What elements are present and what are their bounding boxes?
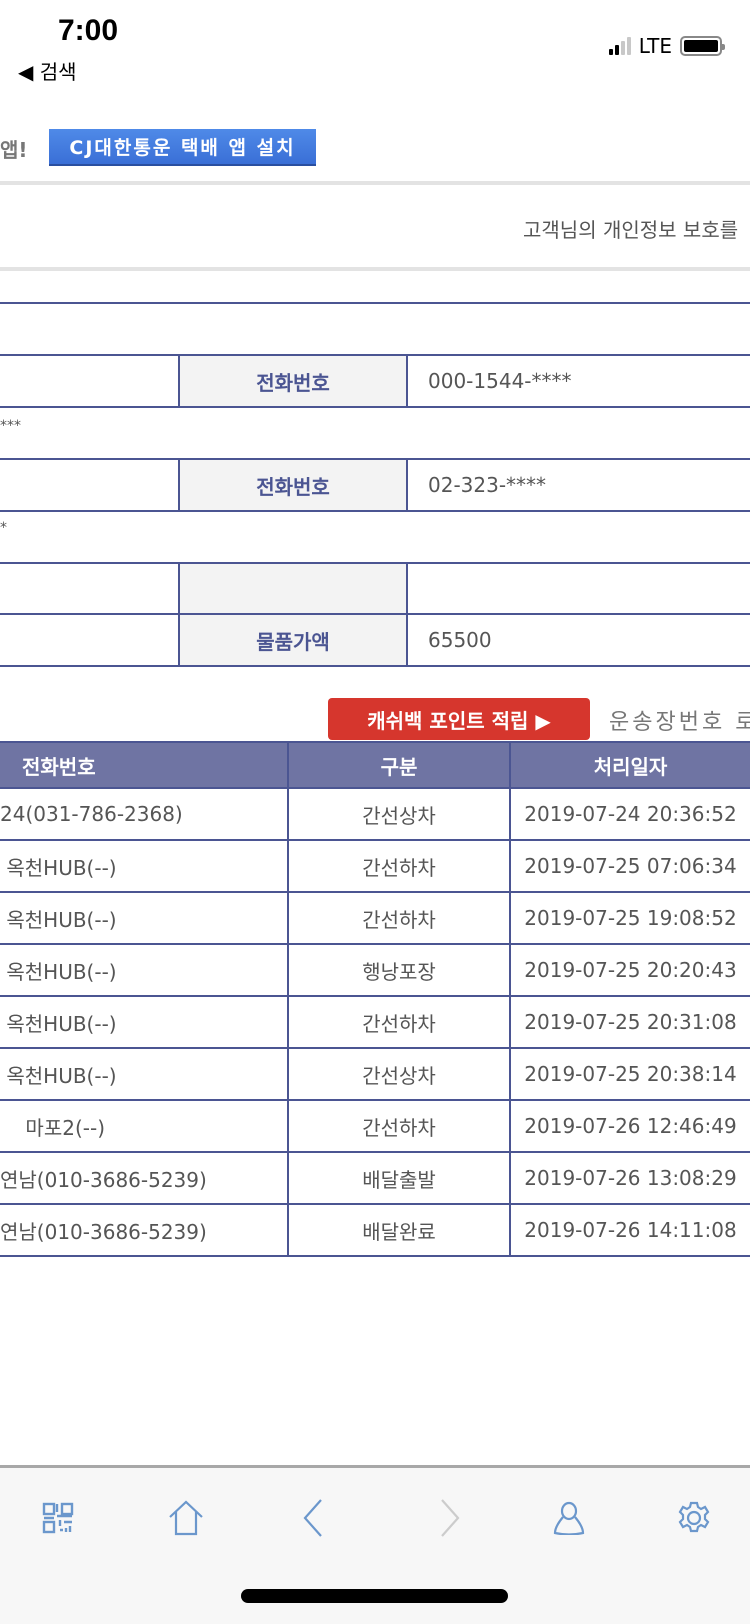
cell-processed-date: 2019-07-26 14:11:08 [510,1203,750,1257]
divider [0,181,750,185]
table-row: 옥천HUB(--) 간선하차 2019-07-25 20:31:08 [0,995,750,1049]
table-row: 옥천HUB(--) 간선상차 2019-07-25 20:38:14 [0,1047,750,1101]
table-border [178,562,180,667]
status-indicators: LTE [608,34,725,58]
cell-location-phone: 24(031-786-2368) [0,787,289,841]
status-time: 7:00 [58,14,119,47]
qr-code-icon[interactable] [38,1498,78,1538]
table-row: 연남(010-3686-5239) 배달완료 2019-07-26 14:11:08 [0,1203,750,1257]
cell-type: 간선하차 [288,995,511,1049]
cell-processed-date: 2019-07-24 20:36:52 [510,787,750,841]
cell-type: 배달완료 [288,1203,511,1257]
table-row: 마포2(--) 간선하차 2019-07-26 12:46:49 [0,1099,750,1153]
table-row: 옥천HUB(--) 행낭포장 2019-07-25 20:20:43 [0,943,750,997]
home-icon[interactable] [166,1498,206,1538]
cell-location-phone: 옥천HUB(--) [0,1047,289,1101]
cell-processed-date: 2019-07-25 20:31:08 [510,995,750,1049]
install-app-button[interactable]: CJ대한통운 택배 앱 설치 [49,129,316,166]
phone-value: 02-323-**** [428,473,547,497]
table-row: 연남(010-3686-5239) 배달출발 2019-07-26 13:08:29 [0,1151,750,1205]
table-border [178,458,180,512]
forward-icon[interactable] [430,1498,470,1538]
table-border [0,665,750,667]
cashback-points-button[interactable]: 캐쉬백 포인트 적립 ▶ [328,698,590,740]
table-row: 24(031-786-2368) 간선상차 2019-07-24 20:36:52 [0,787,750,841]
cell-type: 행낭포장 [288,943,511,997]
network-label: LTE [638,34,672,58]
back-icon[interactable] [293,1498,333,1538]
table-row: 옥천HUB(--) 간선하차 2019-07-25 07:06:34 [0,839,750,893]
masked-text: * [0,520,7,536]
cell-location-phone: 연남(010-3686-5239) [0,1151,289,1205]
cell-type: 간선하차 [288,839,511,893]
cell-processed-date: 2019-07-25 20:38:14 [510,1047,750,1101]
cell-type: 배달출발 [288,1151,511,1205]
cell-location-phone: 연남(010-3686-5239) [0,1203,289,1257]
table-border [0,406,750,408]
header-phone: 전화번호 [0,741,289,789]
divider [0,267,750,271]
cell-location-phone: 옥천HUB(--) [0,891,289,945]
back-to-search-link[interactable]: ◀ 검색 [18,60,77,84]
item-price-value: 65500 [428,628,492,652]
app-promo-text: 앱! [0,138,28,162]
cell-type: 간선하차 [288,1099,511,1153]
cell-processed-date: 2019-07-26 13:08:29 [510,1151,750,1205]
table-border [178,354,180,408]
header-date: 처리일자 [510,741,750,789]
cell-location-phone: 옥천HUB(--) [0,839,289,893]
privacy-notice: 고객님의 개인정보 보호를 [523,218,739,242]
table-border [0,458,750,460]
cell-location-phone: 옥천HUB(--) [0,943,289,997]
table-border [0,302,750,304]
header-type: 구분 [288,741,511,789]
cell-type: 간선상차 [288,787,511,841]
phone-label: 전화번호 [180,356,406,406]
cell-processed-date: 2019-07-25 20:20:43 [510,943,750,997]
table-border [0,510,750,512]
battery-icon [680,36,725,56]
cell-location-phone: 옥천HUB(--) [0,995,289,1049]
cell-type: 간선하차 [288,891,511,945]
table-border [0,613,750,615]
phone-label: 전화번호 [180,460,406,510]
table-border [0,562,750,564]
cell-location-phone: 마포2(--) [0,1099,289,1153]
item-price-label: 물품가액 [180,615,406,665]
settings-icon[interactable] [674,1498,714,1538]
tracking-table: 전화번호 구분 처리일자 24(031-786-2368) 간선상차 2019-07… [0,741,750,1257]
cell-processed-date: 2019-07-25 07:06:34 [510,839,750,893]
signal-icon [608,37,631,55]
empty-label [180,564,406,613]
phone-value: 000-1544-**** [428,369,572,393]
table-border [0,354,750,356]
user-icon[interactable] [549,1498,589,1538]
cell-processed-date: 2019-07-26 12:46:49 [510,1099,750,1153]
waybill-text: 운송장번호 로 [609,710,750,735]
table-header-row: 전화번호 구분 처리일자 [0,741,750,789]
cell-type: 간선상차 [288,1047,511,1101]
home-indicator[interactable] [241,1589,508,1603]
table-row: 옥천HUB(--) 간선하차 2019-07-25 19:08:52 [0,891,750,945]
table-border [406,458,408,512]
table-border [406,354,408,408]
table-border [406,562,408,667]
masked-text: *** [0,418,21,434]
cell-processed-date: 2019-07-25 19:08:52 [510,891,750,945]
